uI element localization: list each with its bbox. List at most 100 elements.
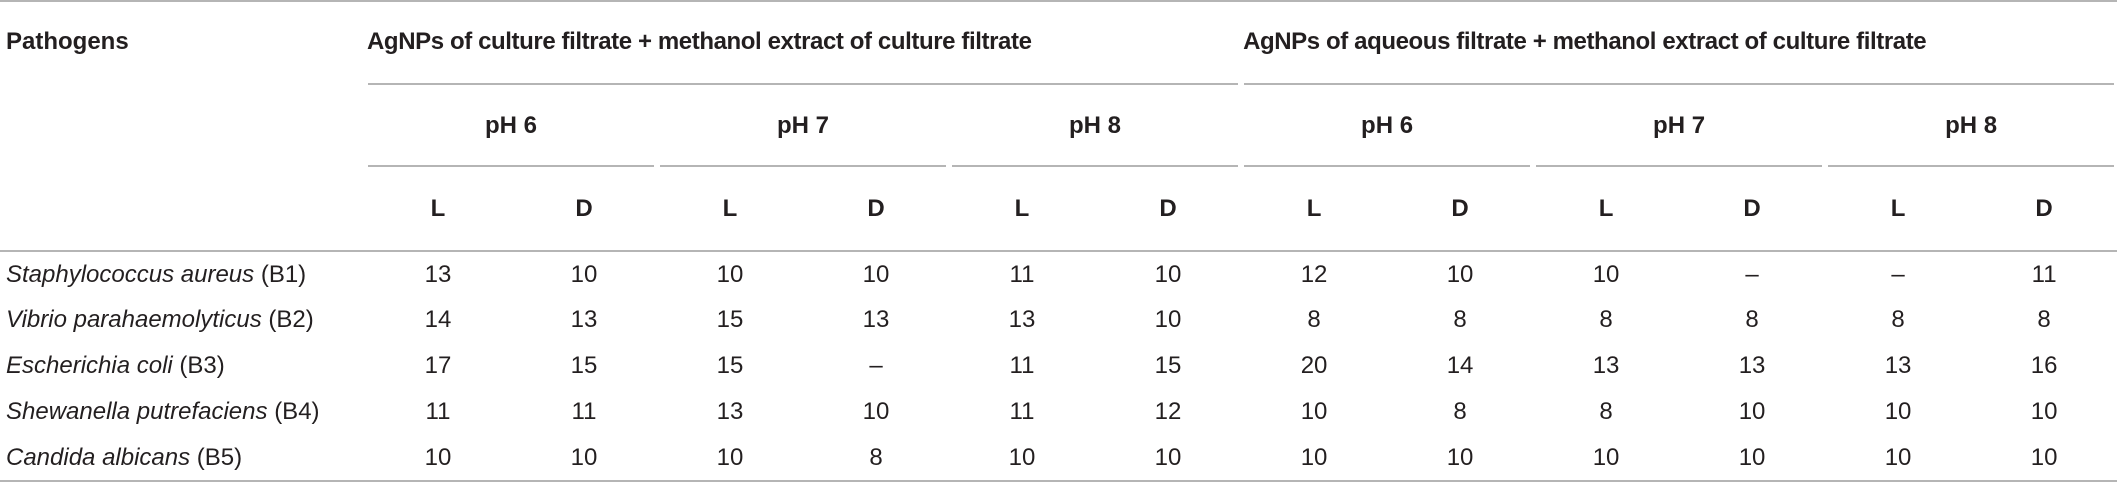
zone-value: 10 <box>2030 398 2058 425</box>
zone-value: 13 <box>1008 306 1036 333</box>
zone-value: 10 <box>1825 435 1972 482</box>
zone-value: 8 <box>1599 398 1613 425</box>
ph-header: pH 8 <box>949 85 1242 167</box>
species: Shewanella putrefaciens <box>6 398 268 425</box>
strain-code: (B3) <box>179 352 225 379</box>
zone-value: 8 <box>1453 306 1467 333</box>
zone-value: 11 <box>1009 352 1035 379</box>
pathogen-name: Staphylococcus aureus (B1) <box>0 251 365 297</box>
ph-header: pH 6 <box>365 85 657 167</box>
zone-value: 11 <box>425 398 451 425</box>
zone-value: 8 <box>1891 306 1905 333</box>
species: Staphylococcus aureus <box>6 260 255 288</box>
zone-value: 10 <box>862 260 890 288</box>
zone-value: 8 <box>1745 306 1759 333</box>
zone-value: 10 <box>862 398 890 425</box>
table-row: Vibrio parahaemolyticus (B2) 14 13 15 13 13 10… <box>0 297 2117 343</box>
pathogen-name: Escherichia coli (B3) <box>0 343 365 389</box>
table-row: Escherichia coli (B3) 17 15 15 – 11 15 20 14 13 13… <box>0 343 2117 389</box>
zone-value: – <box>1745 260 1759 288</box>
zone-value: 11 <box>571 398 597 425</box>
zone-value: 15 <box>716 306 744 333</box>
zone-value: 13 <box>1592 352 1620 379</box>
zone-value: 13 <box>716 398 744 425</box>
zone-value: – <box>869 352 883 379</box>
zone-value: 10 <box>1446 260 1474 288</box>
group-header: AgNPs of aqueous filtrate + methanol ext… <box>1241 1 2117 85</box>
ld-header: D <box>1095 167 1242 252</box>
ld-header: D <box>1387 167 1534 252</box>
zone-value: 15 <box>1154 352 1182 379</box>
zone-value: – <box>1891 260 1905 288</box>
zone-value: 8 <box>1307 306 1321 333</box>
strain-code: (B1) <box>260 260 307 288</box>
zone-value: 10 <box>949 435 1095 482</box>
ld-header: D <box>1679 167 1826 252</box>
zone-value: 20 <box>1300 352 1328 379</box>
ld-header: L <box>949 167 1095 252</box>
ph-header: pH 8 <box>1825 85 2117 167</box>
zone-value: 10 <box>1738 398 1766 425</box>
ph-header: pH 7 <box>1533 85 1826 167</box>
zone-value: 15 <box>716 352 744 379</box>
zone-value: 13 <box>1884 352 1912 379</box>
ld-header: D <box>511 167 657 252</box>
pathogen-name: Vibrio parahaemolyticus (B2) <box>0 297 365 343</box>
zone-value: 10 <box>1300 398 1328 425</box>
table-row: Shewanella putrefaciens (B4) 11 11 13 10 11 12… <box>0 389 2117 435</box>
zone-value: 13 <box>424 260 452 288</box>
species: Vibrio parahaemolyticus <box>6 306 262 333</box>
ld-header: L <box>1241 167 1388 252</box>
zone-value: 10 <box>1884 398 1912 425</box>
zone-value: 11 <box>1009 398 1035 425</box>
group-header: AgNPs of culture filtrate + methanol ext… <box>365 1 1242 85</box>
pathogen-name: Shewanella putrefaciens (B4) <box>0 389 365 435</box>
zone-value: 10 <box>1592 260 1620 288</box>
zone-value: 10 <box>1154 260 1182 288</box>
ph-header: pH 6 <box>1241 85 1534 167</box>
zone-value: 12 <box>1300 260 1328 288</box>
pathogen-name: Candida albicans (B5) <box>0 435 365 482</box>
zone-value: 8 <box>2037 306 2051 333</box>
zone-value: 13 <box>862 306 890 333</box>
zone-value: 10 <box>1154 306 1182 333</box>
zone-value: 10 <box>1241 435 1388 482</box>
table-row: Staphylococcus aureus (B1) 13 10 10 10 11 10 12… <box>0 251 2117 297</box>
zone-value: 13 <box>570 306 598 333</box>
zone-value: 8 <box>1599 306 1613 333</box>
ld-header: L <box>365 167 511 252</box>
zone-value: 14 <box>424 306 452 333</box>
ld-header: D <box>803 167 949 252</box>
table-row: Candida albicans (B5) 10 10 10 8 10 10 10 10 10 10… <box>0 435 2117 482</box>
zone-value: 10 <box>1095 435 1242 482</box>
zone-value: 10 <box>1679 435 1826 482</box>
zone-value: 14 <box>1446 352 1474 379</box>
zone-value: 15 <box>570 352 598 379</box>
zone-value: 8 <box>803 435 949 482</box>
ld-header: L <box>657 167 803 252</box>
zone-value: 10 <box>365 435 511 482</box>
strain-code: (B5) <box>196 443 243 471</box>
species: Escherichia coli <box>6 352 173 379</box>
ld-header: L <box>1825 167 1972 252</box>
zone-value: 10 <box>716 260 744 288</box>
zone-value: 10 <box>570 260 598 288</box>
zone-value: 12 <box>1154 398 1182 425</box>
zone-value: 13 <box>1738 352 1766 379</box>
zone-value: 11 <box>1009 260 1035 288</box>
zone-value: 16 <box>2030 352 2058 379</box>
zone-value: 10 <box>1533 435 1680 482</box>
ld-header: D <box>1971 167 2117 252</box>
ph-header: pH 7 <box>657 85 949 167</box>
zone-value: 17 <box>424 352 452 379</box>
zone-value: 10 <box>1971 435 2117 482</box>
species: Candida albicans <box>6 443 191 471</box>
strain-code: (B2) <box>268 306 314 333</box>
zone-value: 8 <box>1453 398 1467 425</box>
zone-value: 10 <box>1387 435 1534 482</box>
pathogens-header: Pathogens <box>0 1 365 252</box>
strain-code: (B4) <box>274 398 320 425</box>
zone-value: 10 <box>657 435 803 482</box>
